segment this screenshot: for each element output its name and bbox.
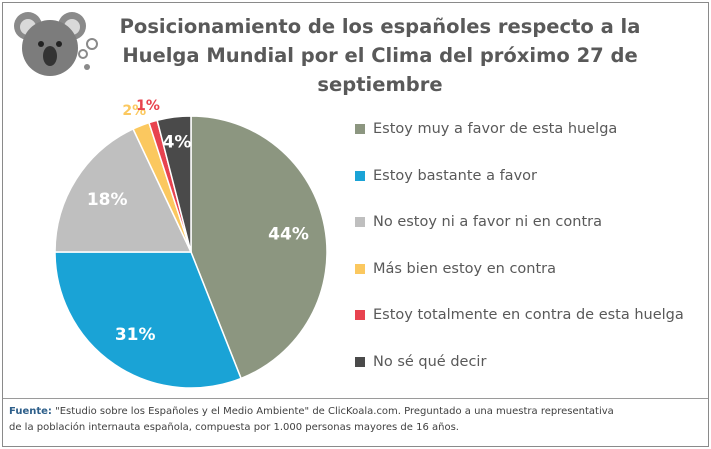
pie-slice-1 <box>54 251 243 389</box>
chart-title-line: Huelga Mundial por el Clima del próximo … <box>122 44 638 67</box>
bubble-2 <box>86 38 98 50</box>
legend-swatch <box>355 217 365 227</box>
bubble-3 <box>84 64 90 70</box>
pie-data-label-0: 44% <box>268 224 309 244</box>
legend-item-0: Estoy muy a favor de esta huelga <box>355 118 617 140</box>
bubble-1 <box>78 49 88 59</box>
chart-title-line: Posicionamiento de los españoles respect… <box>119 15 641 38</box>
source-note: Fuente: "Estudio sobre los Españoles y e… <box>9 404 699 436</box>
pie-data-label-3: 2% <box>122 103 146 119</box>
chart-title-line: septiembre <box>317 73 443 96</box>
koala-eye-left <box>38 41 44 47</box>
pie-slice-0 <box>190 115 328 380</box>
pie-data-label-4: 1% <box>136 98 160 114</box>
legend-label: No estoy ni a favor ni en contra <box>373 214 602 230</box>
legend-swatch <box>355 170 365 181</box>
legend-label: No sé qué decir <box>373 353 487 370</box>
pie-slice-2 <box>54 127 193 253</box>
footer-divider <box>3 398 708 399</box>
legend-item-1: Estoy bastante a favor <box>355 165 537 187</box>
legend-swatch <box>355 310 365 320</box>
chart-title: Posicionamiento de los españoles respect… <box>110 12 650 99</box>
legend-label: Estoy muy a favor de esta huelga <box>373 121 618 137</box>
pie-slice-5 <box>156 115 192 253</box>
koala-logo <box>14 12 98 76</box>
legend-item-2: No estoy ni a favor ni en contra <box>355 211 602 233</box>
pie-data-label-2: 18% <box>87 190 128 210</box>
pie-data-label-1: 31% <box>115 325 156 345</box>
koala-eye-right <box>56 41 62 47</box>
source-line-1: Fuente: "Estudio sobre los Españoles y e… <box>9 404 699 420</box>
legend-item-5: No sé qué decir <box>355 351 486 373</box>
source-text: "Estudio sobre los Españoles y el Medio … <box>51 406 614 417</box>
legend-swatch <box>355 356 365 367</box>
legend-label: Estoy bastante a favor <box>373 167 537 184</box>
koala-nose <box>43 46 57 66</box>
legend-item-3: Más bien estoy en contra <box>355 258 556 280</box>
legend-item-4: Estoy totalmente en contra de esta huelg… <box>355 304 684 326</box>
pie-data-label-5: 4% <box>163 132 192 152</box>
legend-label: Más bien estoy en contra <box>373 260 557 277</box>
source-label: Fuente: <box>9 406 52 417</box>
legend-swatch <box>355 263 365 274</box>
legend-label: Estoy totalmente en contra de esta huelg… <box>373 307 684 323</box>
source-line-2: de la población internauta española, com… <box>9 422 459 433</box>
legend-swatch <box>355 124 365 134</box>
